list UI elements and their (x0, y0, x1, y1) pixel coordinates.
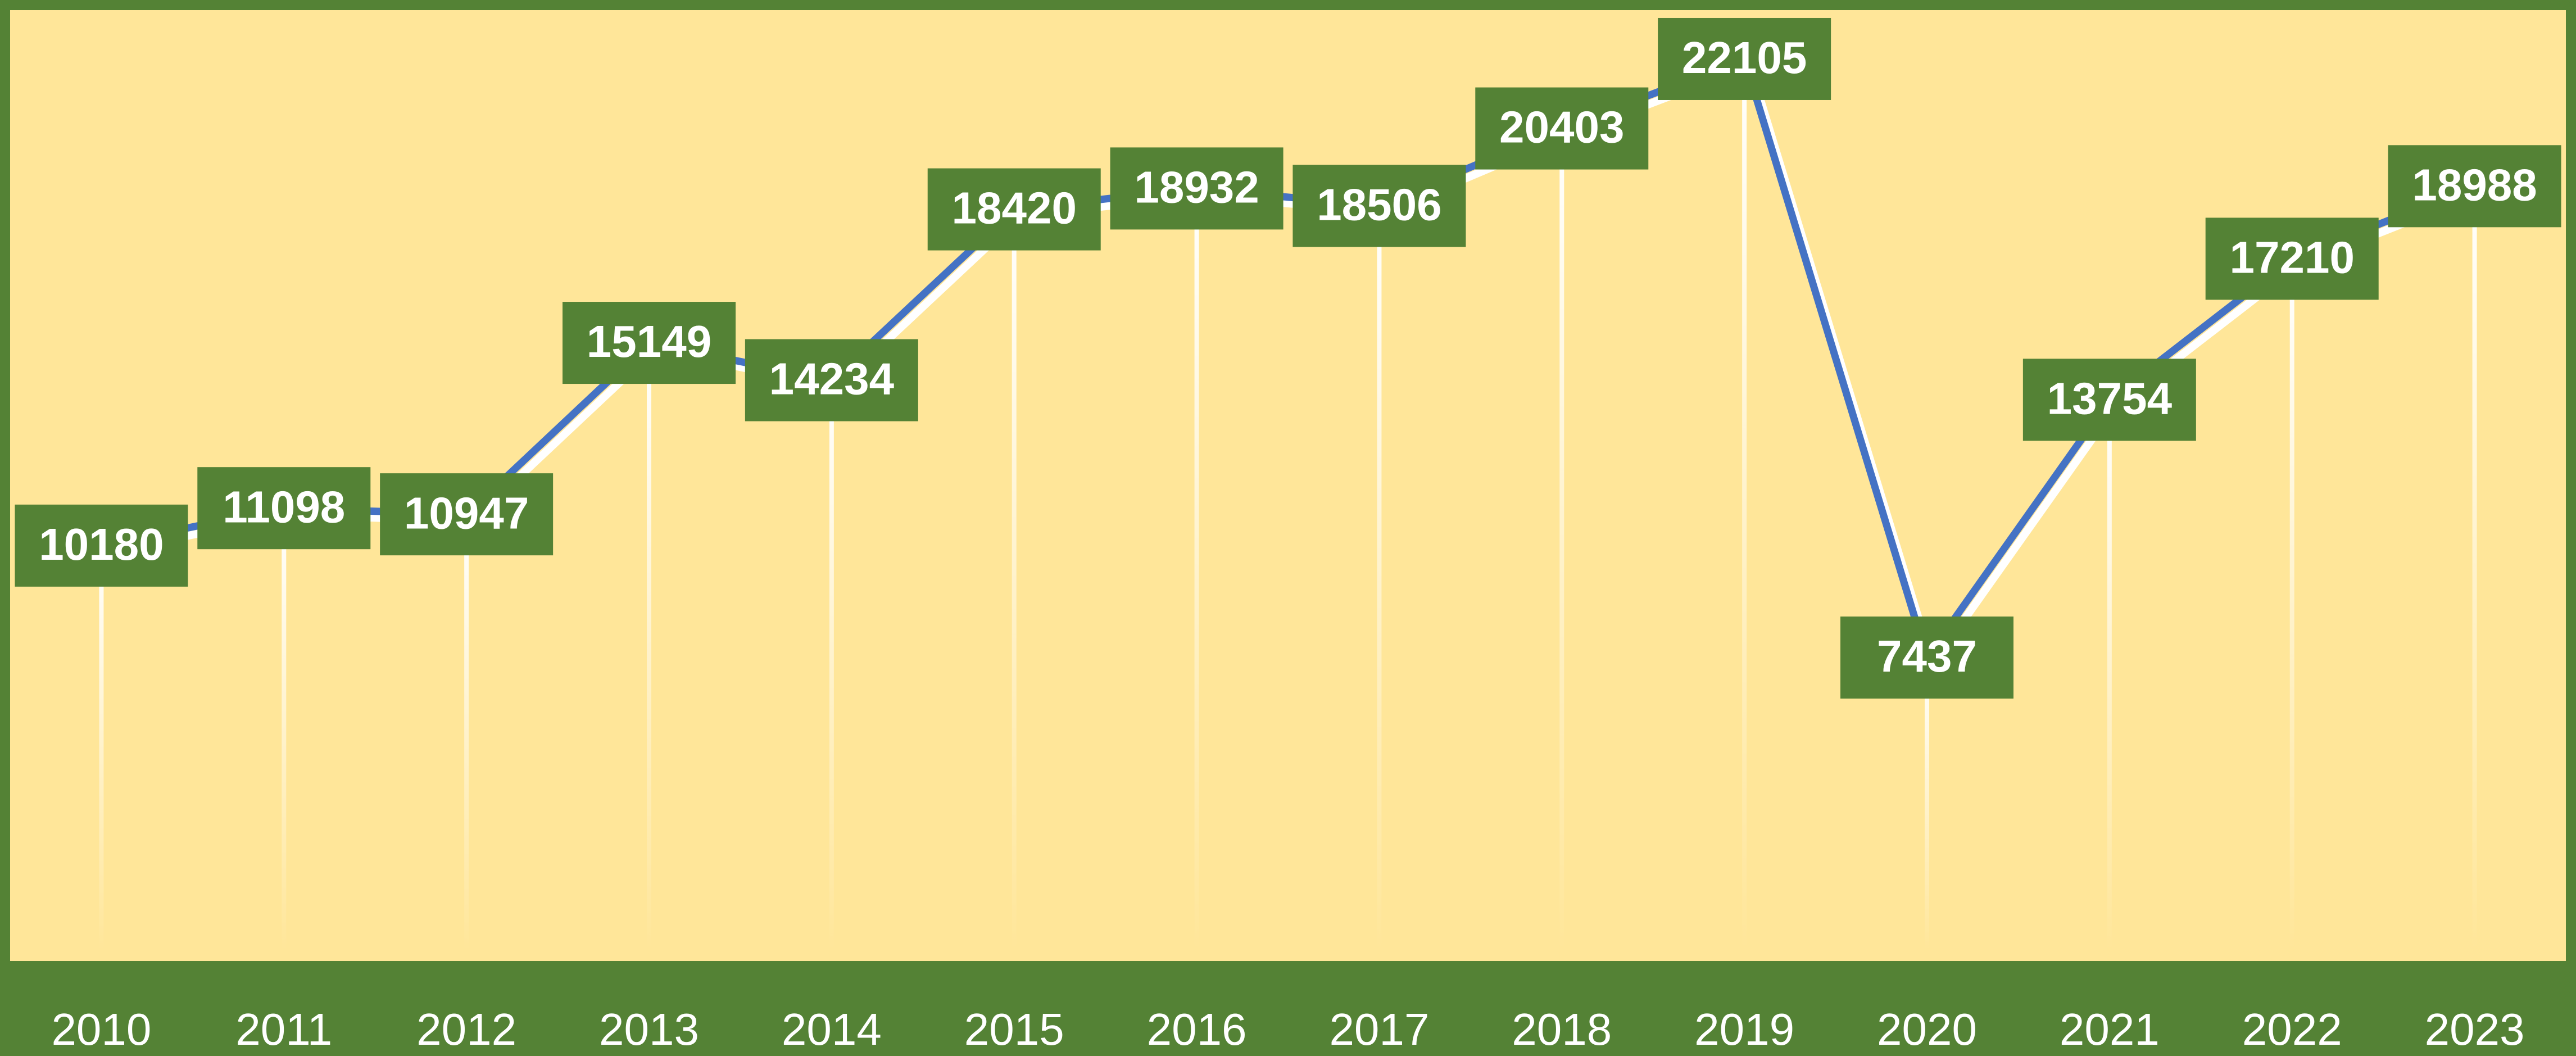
data-label-box (2205, 217, 2379, 300)
x-tick-label: 2018 (1512, 1004, 1612, 1054)
drop-line (1377, 206, 1382, 950)
data-label: 18932 (1134, 162, 1259, 212)
x-tick-label: 2020 (1877, 1004, 1977, 1054)
data-label-box (1658, 17, 1831, 100)
data-label: 10947 (404, 488, 529, 538)
data-label: 11098 (223, 482, 345, 532)
drop-line (1194, 188, 1199, 950)
x-tick-label: 2019 (1694, 1004, 1794, 1054)
data-label: 14234 (769, 354, 895, 404)
drop-line (1742, 58, 1747, 950)
drop-line (2289, 259, 2294, 950)
drop-line (282, 508, 287, 950)
x-tick-label: 2013 (599, 1004, 699, 1054)
drop-line (829, 380, 834, 950)
data-label: 18988 (2412, 160, 2537, 210)
data-label: 7437 (1877, 631, 1977, 681)
data-label-box (2388, 145, 2561, 228)
data-label-box (2022, 359, 2196, 441)
x-tick-label: 2010 (51, 1004, 151, 1054)
drop-line (1012, 209, 1017, 950)
drop-line (2472, 186, 2477, 950)
data-label-box (1475, 87, 1649, 170)
data-label: 18506 (1317, 179, 1441, 229)
data-label-box (927, 168, 1101, 251)
x-tick-label: 2022 (2242, 1004, 2342, 1054)
data-label: 20403 (1499, 102, 1624, 152)
drop-line (647, 343, 651, 950)
data-label-box (1110, 147, 1284, 230)
x-tick-label: 2021 (2060, 1004, 2160, 1054)
drop-line (464, 514, 469, 950)
x-tick-label: 2016 (1147, 1004, 1247, 1054)
data-label-box (745, 339, 918, 422)
drop-line (1559, 128, 1564, 950)
data-label-box (1292, 165, 1466, 247)
drop-line (99, 545, 104, 950)
data-label-box (15, 504, 188, 587)
x-tick-label: 2011 (235, 1004, 332, 1054)
data-label: 10180 (39, 519, 164, 569)
x-tick-label: 2017 (1329, 1004, 1429, 1054)
data-label-box (1840, 617, 2013, 699)
data-label-box (380, 473, 554, 556)
drop-line (1925, 658, 1929, 950)
x-tick-label: 2015 (964, 1004, 1064, 1054)
data-label-box (563, 302, 736, 384)
x-tick-label: 2012 (416, 1004, 516, 1054)
data-label: 17210 (2229, 233, 2354, 283)
data-label: 22105 (1682, 33, 1807, 83)
x-tick-label: 2023 (2425, 1004, 2525, 1054)
data-label: 15149 (587, 316, 711, 366)
data-label: 18420 (951, 183, 1076, 233)
drop-line (2107, 400, 2112, 950)
data-label-box (197, 467, 371, 550)
x-tick-label: 2014 (782, 1004, 882, 1054)
data-label: 13754 (2047, 373, 2173, 423)
